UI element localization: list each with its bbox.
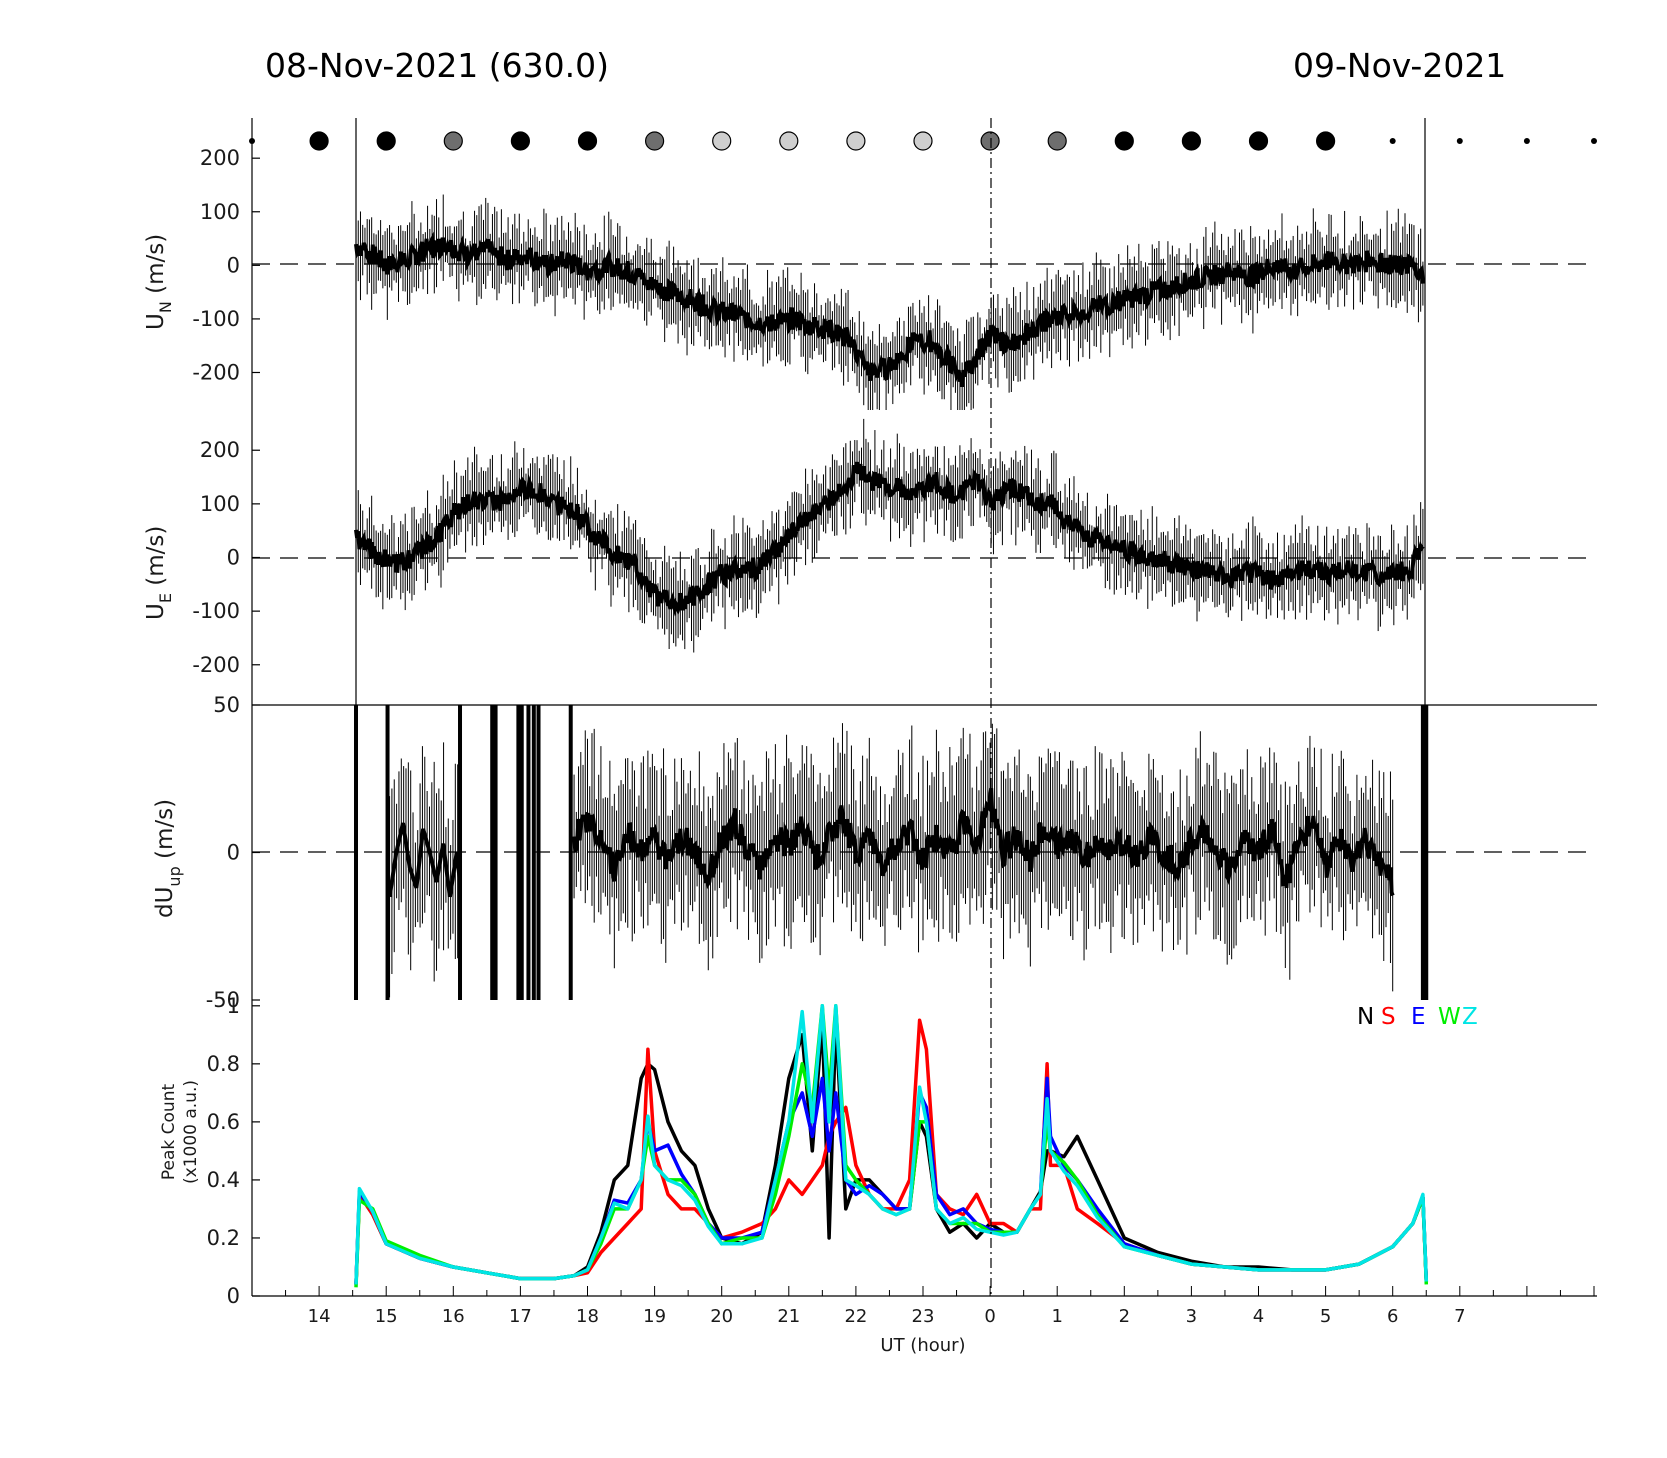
panel-peak-count: 1 0.8 0.6 0.4 0.2 0 Peak Count (x1000 a.u.) N…: [159, 994, 1478, 1308]
moon-marker-dot: [1523, 138, 1530, 144]
dup-ytick-label: -50: [206, 988, 240, 1012]
x-tick-label: 20: [710, 1306, 733, 1327]
peak-series-z: [354, 1004, 1429, 1285]
x-tick-label: 21: [777, 1306, 800, 1327]
ue-ytick-label: 0: [227, 546, 240, 570]
moon-marker: [510, 131, 531, 151]
moon-marker: [1047, 131, 1067, 151]
panel-ue: 200 100 0 -100 -200 UE (m/s): [143, 418, 1595, 677]
dup-ytick-label: 50: [213, 693, 240, 717]
ue-y-axis-ticks: 200 100 0 -100 -200: [192, 438, 260, 677]
legend-e: E: [1411, 1004, 1426, 1030]
moon-marker: [1248, 131, 1269, 151]
ue-ytick-label: 200: [200, 438, 240, 462]
x-tick-label: 23: [912, 1306, 935, 1327]
peak-series-s: [354, 1018, 1429, 1285]
x-tick-label: 18: [576, 1306, 599, 1327]
moon-marker-dot: [1456, 138, 1463, 144]
peak-ylabel-line2: (x1000 a.u.): [181, 1080, 201, 1184]
peak-ytick-label: 0.4: [207, 1168, 240, 1192]
legend-n: N: [1357, 1004, 1374, 1030]
peak-series-w: [354, 1004, 1429, 1288]
x-tick-label: 3: [1186, 1306, 1197, 1327]
peak-ytick-label: 0.8: [207, 1052, 240, 1076]
moon-marker: [376, 131, 396, 151]
legend-s: S: [1381, 1004, 1396, 1030]
x-tick-label: 1: [1051, 1306, 1062, 1327]
moon-marker: [846, 131, 866, 151]
panel-dup: 50 0 -50 dUup (m/s): [152, 693, 1595, 1012]
left-date-title: 08-Nov-2021 (630.0): [265, 46, 609, 85]
panel-un: 200 100 0 -100 -200 UN (m/s): [143, 146, 1595, 410]
peak-series-n: [354, 1018, 1429, 1285]
x-tick-label: 5: [1320, 1306, 1331, 1327]
dup-series-segment: [387, 822, 462, 898]
peak-ylabel-line1: Peak Count: [159, 1084, 179, 1181]
dup-series-line: [572, 787, 1395, 897]
moon-marker: [1315, 131, 1336, 151]
moon-marker-dot: [1591, 138, 1597, 144]
peak-series-e: [354, 1076, 1429, 1285]
moon-marker: [779, 131, 799, 151]
moon-marker: [1114, 131, 1134, 151]
moon-marker: [577, 131, 598, 151]
dup-ytick-label: 0: [227, 841, 240, 865]
un-ytick-label: -200: [192, 360, 240, 384]
moon-marker: [1181, 131, 1202, 151]
x-tick-label: 2: [1119, 1306, 1130, 1327]
peak-y-axis-ticks: 1 0.8 0.6 0.4 0.2 0: [207, 994, 260, 1308]
x-tick-label: 19: [643, 1306, 666, 1327]
peak-legend: N S E W Z: [1357, 1004, 1478, 1030]
x-tick-label: 14: [308, 1306, 331, 1327]
legend-w: W: [1438, 1004, 1461, 1030]
ue-ytick-label: -200: [192, 653, 240, 677]
dup-ylabel: dUup (m/s): [152, 799, 184, 918]
x-axis-label: UT (hour): [880, 1335, 965, 1356]
un-ytick-label: -100: [192, 307, 240, 331]
right-date-title: 09-Nov-2021: [1293, 46, 1506, 85]
un-ytick-label: 200: [200, 146, 240, 170]
moon-marker: [980, 131, 1000, 151]
x-tick-label: 6: [1387, 1306, 1398, 1327]
x-tick-label: 0: [984, 1306, 995, 1327]
moon-phase-markers: [249, 131, 1597, 151]
x-tick-label: 16: [442, 1306, 465, 1327]
peak-ytick-label: 0: [227, 1284, 240, 1308]
x-axis: 14 15 16 17 18 19 20 21 22 23 0 1 2 3 4 5 6 7: [251, 1286, 1595, 1327]
un-y-axis-ticks: 200 100 0 -100 -200: [192, 146, 260, 384]
moon-marker: [309, 131, 329, 151]
x-tick-label: 7: [1454, 1306, 1465, 1327]
ue-series-line: [354, 461, 1425, 617]
peak-series-lines: [354, 1004, 1429, 1288]
moon-marker: [644, 131, 665, 151]
ue-ytick-label: 100: [200, 492, 240, 516]
ue-error-bars: [355, 418, 1424, 653]
x-tick-label: 4: [1253, 1306, 1264, 1327]
legend-z: Z: [1462, 1004, 1478, 1030]
un-series-line: [354, 231, 1425, 388]
moon-marker: [443, 131, 463, 151]
peak-ytick-label: 0.2: [207, 1226, 240, 1250]
un-error-bars: [355, 194, 1424, 410]
moon-marker-dot: [1389, 138, 1396, 144]
x-tick-label: 17: [509, 1306, 532, 1327]
peak-ytick-label: 1: [227, 994, 240, 1018]
ue-ylabel: UE (m/s): [143, 526, 175, 620]
x-tick-label: 15: [375, 1306, 398, 1327]
un-ytick-label: 100: [200, 200, 240, 224]
un-ytick-label: 0: [227, 253, 240, 277]
un-ylabel: UN (m/s): [143, 234, 175, 330]
x-tick-label: 22: [844, 1306, 867, 1327]
moon-marker: [712, 131, 732, 151]
ue-ytick-label: -100: [192, 599, 240, 623]
peak-ytick-label: 0.6: [207, 1110, 240, 1134]
moon-marker: [913, 131, 933, 151]
